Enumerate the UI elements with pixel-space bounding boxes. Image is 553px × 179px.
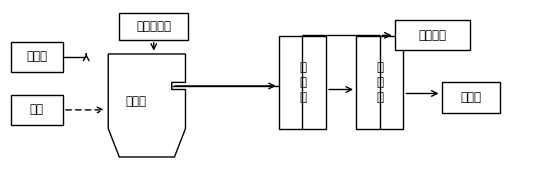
Bar: [279, 36, 326, 129]
Bar: [11, 42, 63, 72]
Text: 去精制: 去精制: [461, 91, 482, 104]
Bar: [119, 13, 188, 40]
Bar: [11, 95, 63, 125]
Bar: [357, 36, 403, 129]
Bar: [442, 82, 500, 113]
Text: 精
滤
机: 精 滤 机: [377, 61, 383, 104]
Polygon shape: [108, 54, 185, 157]
Bar: [395, 20, 469, 50]
Text: 煮料釜: 煮料釜: [126, 95, 147, 108]
Text: 重结糖: 重结糖: [27, 50, 48, 63]
Text: 粉状活性炭: 粉状活性炭: [136, 20, 171, 33]
Text: 蒸汽: 蒸汽: [30, 103, 44, 116]
Text: 粗
滤
机: 粗 滤 机: [299, 61, 306, 104]
Text: 废活性炭: 废活性炭: [418, 29, 446, 42]
